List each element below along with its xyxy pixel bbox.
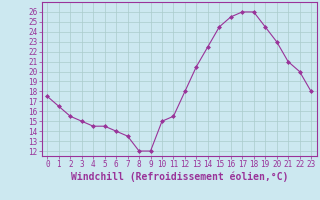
X-axis label: Windchill (Refroidissement éolien,°C): Windchill (Refroidissement éolien,°C): [70, 172, 288, 182]
